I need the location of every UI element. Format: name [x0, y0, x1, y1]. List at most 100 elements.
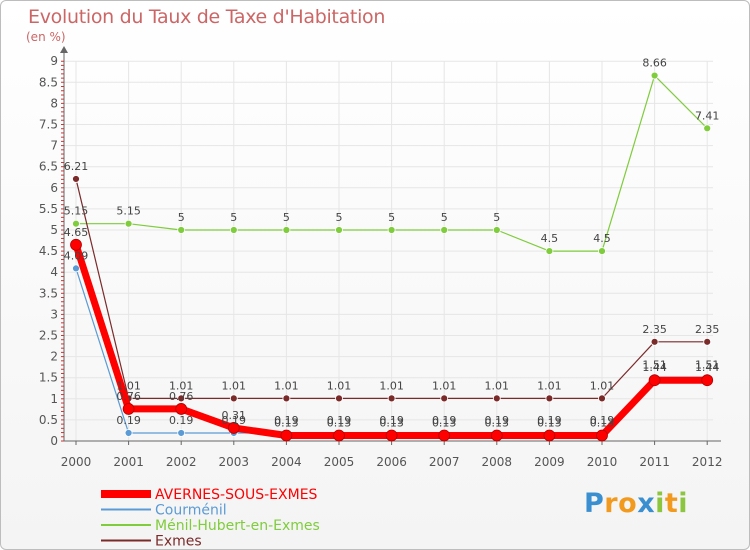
data-label: 0.13 — [274, 417, 299, 430]
legend-label: Courménil — [155, 503, 227, 519]
data-label: 1.01 — [222, 379, 247, 392]
proxiti-logo: Proxiti — [584, 488, 688, 519]
data-label: 5 — [283, 211, 290, 224]
data-label: 4.65 — [64, 226, 89, 239]
data-point — [598, 394, 606, 403]
data-label: 0.19 — [485, 414, 510, 427]
y-tick-label: 8 — [50, 96, 58, 110]
chart-subtitle: (en %) — [26, 30, 66, 44]
data-label: 5 — [388, 211, 395, 224]
data-label: 0.19 — [116, 414, 141, 427]
data-label: 0.19 — [274, 414, 299, 427]
data-point — [177, 394, 186, 403]
y-tick-label: 4.5 — [39, 244, 58, 258]
data-label: 1.01 — [274, 379, 299, 392]
data-point — [440, 394, 449, 403]
data-point — [545, 394, 554, 403]
logo-letter: o — [618, 488, 638, 519]
data-label: 1.01 — [169, 379, 194, 392]
data-point — [703, 124, 712, 133]
data-label: 1.01 — [485, 379, 510, 392]
data-point — [229, 226, 238, 234]
data-label: 0.76 — [116, 390, 141, 403]
data-label: 0.76 — [169, 390, 194, 403]
data-label: 5 — [493, 211, 500, 224]
data-label: 7.41 — [695, 109, 720, 122]
data-label: 8.66 — [642, 57, 667, 70]
series-exmes — [72, 175, 712, 403]
x-tick-label: 2011 — [639, 455, 670, 469]
data-point — [703, 337, 712, 346]
data-label: 1.01 — [590, 379, 615, 392]
data-point — [387, 394, 396, 403]
data-point — [229, 394, 238, 403]
y-tick-label: 1.5 — [39, 371, 58, 385]
x-tick-label: 2010 — [587, 455, 618, 469]
legend-label: Ménil-Hubert-en-Exmes — [155, 518, 320, 534]
data-point — [333, 429, 345, 442]
data-point — [648, 374, 661, 387]
x-tick-label: 2012 — [692, 455, 723, 469]
data-point — [492, 226, 501, 234]
x-tick-label: 2000 — [61, 455, 92, 469]
y-tick-label: 3 — [50, 307, 58, 321]
data-point — [440, 226, 449, 234]
data-label: 1.01 — [537, 379, 562, 392]
data-label: 5 — [441, 211, 448, 224]
data-label: 0.19 — [537, 414, 562, 427]
data-point — [492, 394, 501, 403]
data-label: 0.19 — [327, 414, 352, 427]
logo-letter: i — [655, 488, 665, 519]
data-label: 0.13 — [327, 417, 352, 430]
data-label: 0.19 — [379, 414, 404, 427]
logo-letter: i — [678, 488, 689, 519]
data-point — [650, 337, 659, 346]
data-label: 0.31 — [222, 409, 247, 422]
logo-letter: t — [664, 488, 679, 519]
data-point — [335, 394, 343, 403]
data-label: 5 — [178, 211, 185, 224]
data-label: 1.44 — [642, 361, 667, 374]
y-tick-label: 1 — [50, 392, 58, 406]
data-label: 1.51 — [695, 358, 720, 371]
y-tick-label: 5 — [50, 223, 58, 237]
data-point — [385, 429, 398, 442]
data-point — [282, 226, 291, 234]
data-label: 5 — [336, 211, 343, 224]
data-point — [227, 422, 240, 434]
data-label: 6.21 — [64, 160, 89, 173]
data-label: 5.15 — [64, 205, 89, 218]
data-label: 0.19 — [432, 414, 457, 427]
series-avernes-sous-exmes — [70, 238, 714, 442]
y-tick-label: 6 — [50, 181, 58, 195]
x-tick-label: 2008 — [482, 455, 513, 469]
y-tick-label: 2 — [50, 350, 58, 364]
data-label: 4.5 — [541, 232, 559, 245]
y-tick-label: 6.5 — [39, 160, 58, 174]
data-label: 1.01 — [116, 379, 141, 392]
data-label: 1.51 — [642, 358, 667, 371]
data-point — [124, 219, 133, 228]
data-label: 0.13 — [379, 417, 404, 430]
data-label: 0.13 — [432, 417, 457, 430]
y-tick-label: 0 — [50, 434, 58, 448]
data-label: 2.35 — [642, 323, 667, 336]
data-label: 1.44 — [695, 361, 720, 374]
data-label: 1.01 — [327, 379, 352, 392]
data-point — [650, 71, 659, 80]
data-point — [122, 403, 135, 415]
data-label: 0.13 — [590, 417, 615, 430]
x-tick-label: 2003 — [219, 455, 250, 469]
x-tick-label: 2001 — [113, 455, 144, 469]
legend-item: AVERNES-SOUS-EXMES — [101, 487, 318, 503]
data-point — [387, 226, 396, 234]
data-point — [545, 247, 554, 256]
y-tick-label: 4 — [50, 265, 58, 279]
data-point — [596, 429, 608, 442]
y-tick-label: 2.5 — [39, 329, 58, 343]
chart-title: Evolution du Taux de Taxe d'Habitation — [28, 6, 386, 28]
legend-label: Exmes — [155, 534, 202, 550]
data-point — [335, 226, 343, 234]
